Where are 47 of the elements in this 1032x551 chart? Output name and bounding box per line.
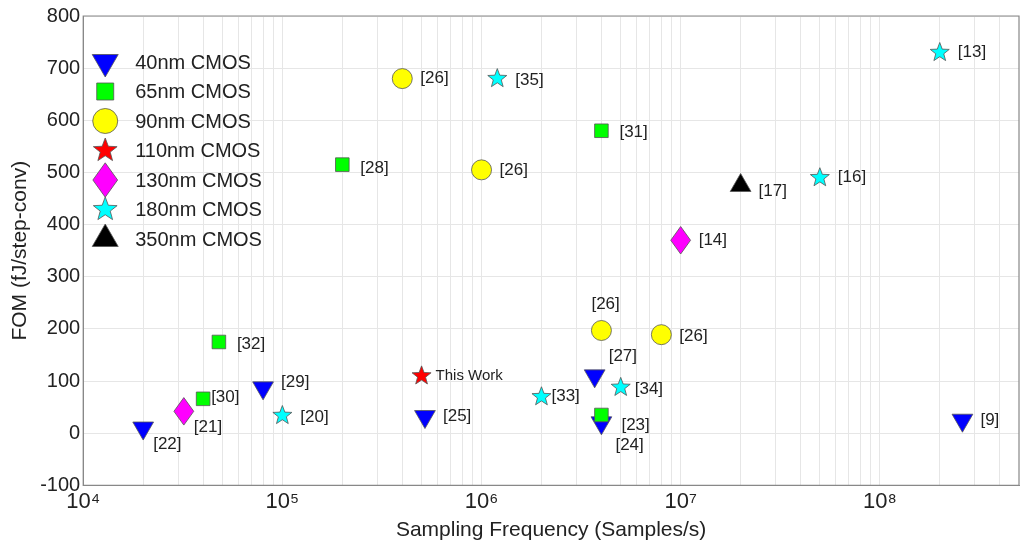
y-tick-label: 800 [46,3,81,26]
x-tick-label: 10⁸ [862,487,897,513]
legend-label: 65nm CMOS [135,80,251,103]
annotation: [30] [211,386,240,406]
annotation: [26] [679,326,708,346]
annotation: [22] [153,433,182,453]
annotation: [25] [442,406,472,426]
annotation: [35] [515,70,544,90]
y-tick-label: 400 [46,212,81,235]
legend-label: 90nm CMOS [135,109,251,132]
legend-label: 110nm CMOS [135,139,261,162]
annotation: [24] [615,434,644,454]
legend-label: 40nm CMOS [135,50,251,73]
legend-label: 180nm CMOS [135,198,262,221]
x-tick-label: 10⁶ [464,487,499,513]
y-axis-title: FOM (fJ/step-conv) [7,160,31,341]
annotation: [31] [619,122,648,142]
annotation: [27] [608,345,638,365]
x-tick-label: 10⁵ [265,487,300,513]
annotation: [26] [591,294,620,314]
y-tick-label: 700 [46,55,81,78]
y-tick-label: 0 [69,420,81,443]
annotation: [16] [837,167,867,187]
annotation: [28] [360,158,389,178]
y-tick-label: 100 [46,368,81,391]
x-tick-label: 10⁷ [664,487,697,513]
y-tick-label: 500 [46,159,81,182]
annotation: [26] [420,68,449,88]
annotation: [21] [193,417,223,437]
annotation: [13] [957,42,987,62]
annotation: [14] [698,229,728,249]
annotation: [23] [621,414,650,434]
y-tick-label: 200 [46,316,81,339]
annotation: [17] [758,181,787,201]
annotation: [29] [281,371,310,391]
y-tick-label: 300 [46,264,81,287]
annotation: [26] [499,159,528,179]
legend-label: 350nm CMOS [135,227,262,250]
annotation: [9] [980,409,1000,429]
annotation: [20] [300,407,329,427]
annotation: [32] [236,333,266,353]
legend-label: 130nm CMOS [135,168,262,191]
annotation: [33] [551,386,580,406]
y-tick-label: 600 [46,107,81,130]
annotation: This Work [435,366,504,384]
annotation: [34] [634,379,664,399]
x-axis-title: Sampling Frequency (Samples/s) [395,517,707,541]
